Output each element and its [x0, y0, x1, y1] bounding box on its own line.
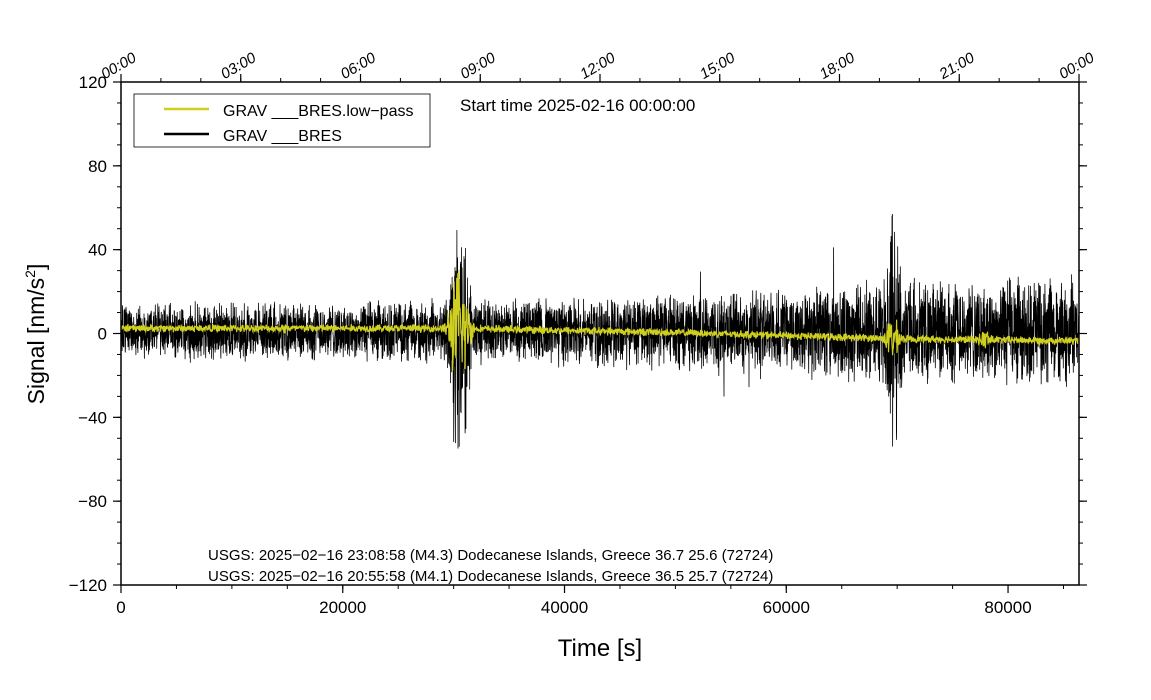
x-tick-label: 40000: [541, 598, 588, 617]
y-axis-label: Signal [nm/s2]: [22, 264, 49, 405]
legend: GRAV ___BRES.low−pass GRAV ___BRES: [133, 93, 431, 148]
y-tick-label: −40: [78, 408, 107, 427]
event-annotation-2: USGS: 2025−02−16 20:55:58 (M4.1) Dodecan…: [208, 568, 773, 585]
x-tick-label: 0: [116, 598, 125, 617]
series-layer: [120, 213, 1080, 449]
y-axis-label-main: Signal [nm/s: [23, 278, 49, 405]
x-tick-label: 80000: [984, 598, 1031, 617]
x-tick-label: 20000: [319, 598, 366, 617]
y-tick-label: 120: [79, 73, 107, 92]
series-line-low-pass: [120, 269, 1080, 372]
y-axis-label-superscript: 2: [22, 270, 38, 278]
legend-box: [133, 93, 431, 148]
y-tick-label: 80: [88, 157, 107, 176]
y-tick-label: 0: [98, 325, 107, 344]
y-tick-label: 40: [88, 241, 107, 260]
x-tick-label: 60000: [763, 598, 810, 617]
y-tick-label: −120: [69, 576, 107, 595]
legend-label-raw: GRAV ___BRES: [223, 128, 342, 145]
legend-label-low-pass: GRAV ___BRES.low−pass: [223, 103, 413, 120]
event-annotation-1: USGS: 2025−02−16 23:08:58 (M4.3) Dodecan…: [208, 547, 773, 564]
axis-ticks: [113, 74, 1087, 593]
start-time-label: Start time 2025-02-16 00:00:00: [460, 96, 695, 115]
x-axis-label: Time [s]: [558, 635, 642, 662]
y-axis-label-close: ]: [23, 264, 49, 270]
y-tick-label: −80: [78, 492, 107, 511]
series-line-raw: [120, 213, 1080, 449]
